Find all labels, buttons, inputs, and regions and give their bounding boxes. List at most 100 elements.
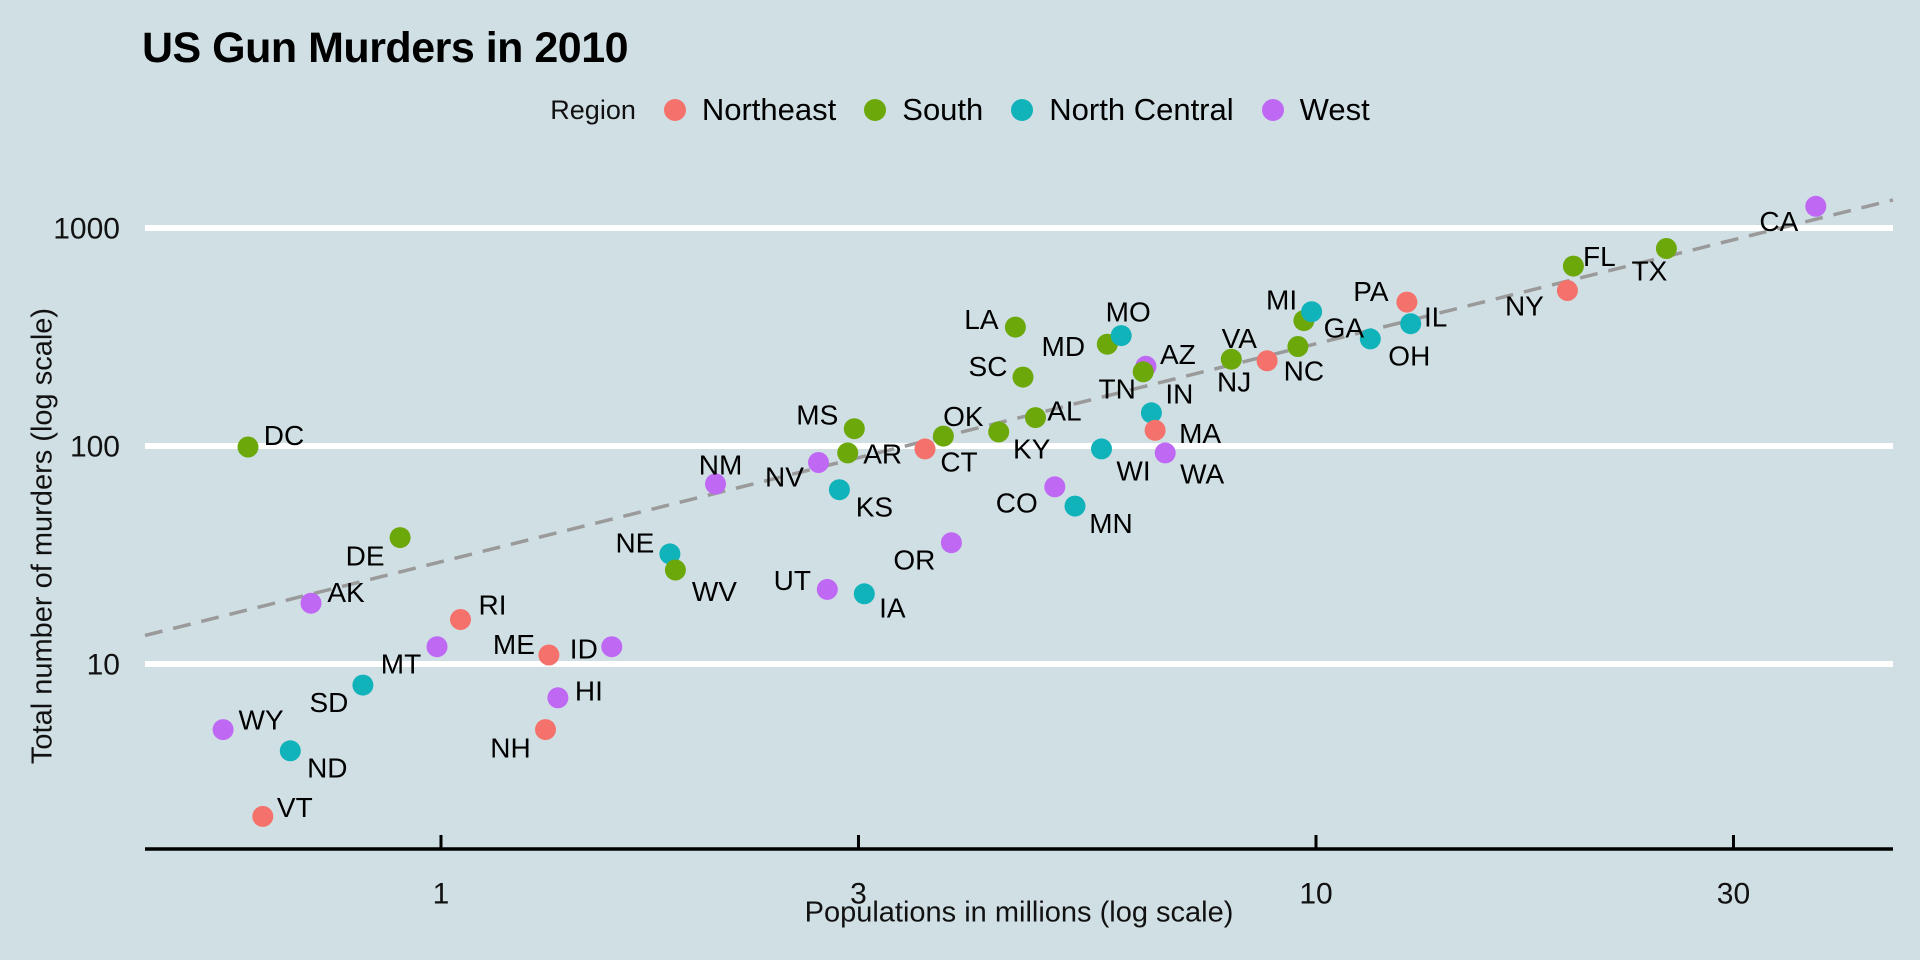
data-point-NC [1287, 336, 1309, 357]
data-point-SC [1012, 366, 1034, 388]
state-label-MS: MS [796, 400, 838, 431]
data-point-OH [1359, 328, 1381, 350]
state-label-WY: WY [239, 704, 284, 735]
state-label-WV: WV [692, 576, 737, 607]
state-label-RI: RI [479, 589, 507, 620]
state-label-OH: OH [1388, 341, 1430, 372]
data-point-CT [914, 438, 936, 460]
state-label-ND: ND [307, 753, 347, 784]
state-label-IN: IN [1165, 379, 1193, 410]
data-point-WI [1091, 438, 1112, 460]
state-label-AL: AL [1047, 395, 1081, 426]
legend-item-west: West [1261, 92, 1370, 128]
legend: Region Northeast South North Central Wes… [0, 84, 1920, 136]
data-point-ID [601, 636, 623, 658]
state-label-VA: VA [1222, 323, 1258, 354]
state-label-DC: DC [264, 420, 304, 451]
state-label-PA: PA [1353, 276, 1389, 307]
data-point-IN [1140, 402, 1162, 424]
state-label-WA: WA [1180, 459, 1224, 490]
data-point-IA [853, 583, 875, 605]
data-point-HI [547, 687, 569, 709]
trend-line [144, 198, 1894, 638]
state-label-MA: MA [1179, 418, 1221, 449]
state-label-ME: ME [493, 629, 535, 660]
data-point-MN [1064, 495, 1086, 517]
data-point-SD [352, 674, 374, 696]
state-label-ID: ID [570, 634, 598, 665]
x-axis-title: Populations in millions (log scale) [804, 896, 1234, 929]
data-point-VT [252, 805, 274, 827]
west-dot-icon [1261, 99, 1284, 121]
state-label-FL: FL [1583, 241, 1616, 272]
state-label-DE: DE [346, 540, 385, 571]
state-label-OR: OR [893, 545, 935, 576]
data-point-AK [300, 592, 322, 614]
state-label-NE: NE [615, 528, 654, 559]
north-central-dot-icon [1011, 99, 1034, 121]
state-label-NV: NV [765, 461, 804, 492]
data-point-NV [808, 452, 829, 473]
state-label-LA: LA [964, 304, 999, 335]
data-point-AR [837, 442, 859, 464]
northeast-dot-icon [663, 99, 686, 121]
state-label-HI: HI [575, 676, 603, 707]
data-point-PA [1396, 291, 1418, 313]
state-label-IA: IA [879, 593, 906, 624]
state-label-TX: TX [1632, 255, 1668, 286]
x-tick-label-1: 1 [433, 878, 450, 911]
state-label-UT: UT [774, 565, 811, 596]
state-label-MI: MI [1266, 285, 1297, 316]
data-point-WV [664, 559, 686, 581]
data-point-LA [1004, 316, 1026, 338]
legend-label-west: West [1299, 92, 1370, 127]
data-point-NY [1556, 280, 1578, 301]
state-label-VT: VT [277, 792, 313, 823]
state-label-IL: IL [1424, 302, 1447, 333]
data-point-MT [426, 636, 448, 658]
state-label-GA: GA [1324, 312, 1365, 343]
state-label-SC: SC [969, 351, 1008, 382]
data-point-ND [279, 740, 301, 762]
legend-item-north-central: North Central [1011, 92, 1234, 128]
data-point-ME [538, 644, 560, 666]
data-point-MO [1110, 325, 1132, 347]
data-point-KS [828, 479, 850, 501]
data-point-VA [1220, 348, 1242, 370]
data-point-CA [1805, 195, 1827, 217]
state-label-CA: CA [1759, 206, 1798, 237]
legend-title: Region [550, 94, 636, 125]
data-point-TN [1132, 361, 1154, 383]
state-label-AR: AR [863, 439, 902, 470]
data-point-FL [1562, 255, 1584, 277]
x-tick-label-10: 10 [1299, 878, 1332, 911]
data-point-MS [843, 418, 865, 440]
state-label-MT: MT [381, 649, 421, 680]
data-point-WA [1154, 442, 1176, 464]
data-point-OK [932, 425, 954, 447]
data-point-OR [940, 532, 962, 554]
page-title: US Gun Murders in 2010 [142, 24, 629, 72]
state-label-MN: MN [1089, 508, 1133, 539]
y-tick-label-100: 100 [70, 431, 120, 464]
state-label-CT: CT [940, 447, 977, 478]
data-point-IL [1400, 313, 1422, 335]
data-point-RI [450, 609, 471, 630]
data-point-KY [988, 421, 1010, 443]
state-label-MD: MD [1042, 331, 1086, 362]
state-label-KS: KS [856, 492, 893, 523]
state-label-OK: OK [943, 401, 984, 432]
state-label-NJ: NJ [1217, 367, 1251, 398]
state-label-CO: CO [996, 488, 1038, 519]
state-label-NC: NC [1284, 355, 1324, 386]
data-point-WY [212, 719, 234, 741]
data-point-AL [1025, 407, 1046, 429]
data-point-MI [1301, 301, 1323, 323]
legend-item-northeast: Northeast [663, 92, 836, 128]
state-label-NH: NH [490, 732, 530, 763]
state-label-AZ: AZ [1160, 339, 1196, 370]
y-axis-title: Total number of murders (log scale) [26, 307, 59, 765]
data-point-CO [1044, 476, 1066, 498]
